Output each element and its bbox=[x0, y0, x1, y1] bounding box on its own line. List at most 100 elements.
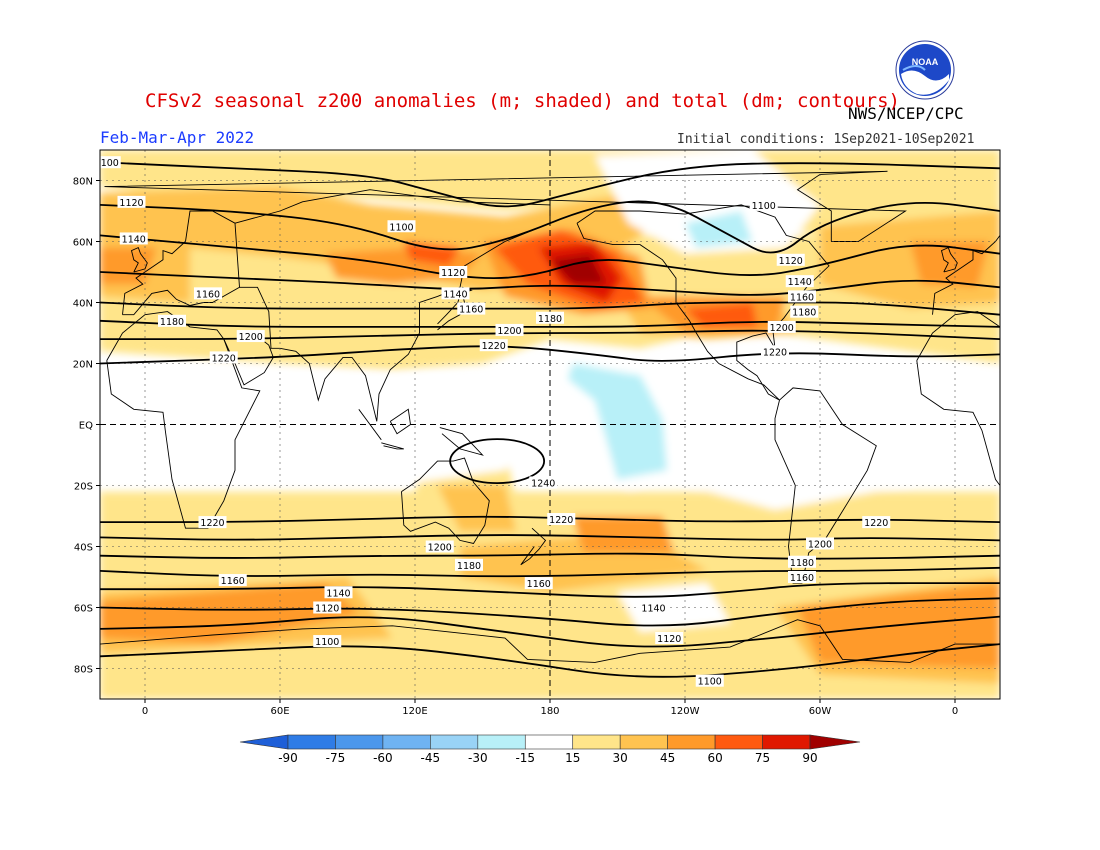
lat-tick-label: 20S bbox=[74, 482, 93, 493]
contour-label: 1180 bbox=[790, 305, 819, 319]
contour-label: 1200 bbox=[767, 320, 796, 334]
coastline bbox=[916, 360, 1000, 486]
coastline bbox=[122, 210, 240, 316]
contour-label: 1180 bbox=[455, 558, 483, 572]
contour-label: 1180 bbox=[158, 314, 186, 328]
svg-text:1160: 1160 bbox=[196, 289, 220, 300]
coastline bbox=[916, 311, 1000, 361]
colorbar-tick-label: -45 bbox=[421, 751, 441, 765]
coastlines bbox=[100, 170, 1000, 663]
svg-text:1100: 1100 bbox=[95, 158, 119, 169]
contour-label: 1220 bbox=[479, 339, 508, 352]
contour-label: 1140 bbox=[324, 586, 353, 599]
coastline bbox=[358, 409, 382, 441]
coastline bbox=[381, 442, 404, 450]
lat-tick-label: 40S bbox=[74, 543, 93, 554]
svg-text:1160: 1160 bbox=[527, 579, 551, 590]
svg-text:1200: 1200 bbox=[239, 332, 263, 343]
svg-text:1140: 1140 bbox=[326, 588, 350, 599]
colorbar-tick-label: 15 bbox=[565, 751, 580, 765]
initial-conditions: Initial conditions: 1Sep2021-10Sep2021 bbox=[677, 132, 975, 147]
lon-tick-label: 120W bbox=[671, 706, 700, 717]
svg-text:1200: 1200 bbox=[428, 543, 452, 554]
svg-text:1180: 1180 bbox=[457, 561, 481, 572]
contour-label: 1100 bbox=[95, 156, 121, 169]
anomaly-60-usa bbox=[685, 302, 757, 327]
colorbar-min-arrow bbox=[239, 734, 289, 750]
svg-text:1100: 1100 bbox=[752, 201, 776, 212]
logo-text: NOAA bbox=[912, 57, 939, 67]
svg-text:1120: 1120 bbox=[441, 268, 465, 279]
svg-text:1100: 1100 bbox=[698, 677, 722, 688]
contour-label: 1180 bbox=[536, 311, 564, 325]
svg-text:1120: 1120 bbox=[315, 604, 339, 615]
colorbar-tick-label: -15 bbox=[515, 751, 535, 765]
contour-line bbox=[100, 161, 1000, 208]
coastline bbox=[932, 235, 1000, 315]
contour-line bbox=[100, 582, 1000, 598]
lon-tick-label: 60E bbox=[270, 706, 289, 717]
colorbar-tick-label: 30 bbox=[613, 751, 628, 765]
colorbar-box bbox=[524, 734, 574, 750]
contour-label: 1180 bbox=[788, 555, 816, 569]
colorbar-tick-label: 90 bbox=[802, 751, 817, 765]
contour-line bbox=[100, 597, 1000, 627]
svg-text:1120: 1120 bbox=[657, 634, 681, 645]
contour-label: 1120 bbox=[439, 266, 468, 279]
contour-label: 1120 bbox=[655, 632, 684, 645]
coastline bbox=[106, 311, 261, 529]
anomaly-45-atl2 bbox=[910, 241, 989, 288]
colorbar-box bbox=[430, 734, 479, 750]
svg-text:1140: 1140 bbox=[641, 604, 665, 615]
contour-label: 1200 bbox=[425, 540, 454, 554]
svg-text:1200: 1200 bbox=[770, 323, 794, 334]
svg-text:1100: 1100 bbox=[315, 637, 339, 648]
contour-label: 1120 bbox=[313, 601, 342, 615]
anomaly-30-australia bbox=[437, 485, 517, 532]
anomaly-neutral-southpac bbox=[617, 583, 730, 632]
svg-text:1180: 1180 bbox=[538, 314, 562, 325]
colorbar-tick-label: -30 bbox=[468, 751, 488, 765]
colorbar-box bbox=[762, 734, 811, 750]
colorbar-tick-label: -75 bbox=[326, 751, 346, 765]
anomaly-60-asia bbox=[403, 241, 460, 266]
contour-line bbox=[100, 345, 1000, 365]
lat-tick-label: 20N bbox=[73, 360, 93, 371]
svg-text:1220: 1220 bbox=[200, 518, 224, 529]
svg-text:1220: 1220 bbox=[864, 518, 888, 529]
contour-label: 1220 bbox=[198, 516, 227, 529]
chart-title: CFSv2 seasonal z200 anomalies (m; shaded… bbox=[145, 90, 900, 112]
contour-line bbox=[100, 200, 1000, 254]
anomaly-45-south bbox=[100, 583, 359, 645]
svg-text:1200: 1200 bbox=[497, 326, 521, 337]
svg-text:1140: 1140 bbox=[122, 234, 146, 245]
contour-label: 1140 bbox=[119, 232, 148, 245]
lat-tick-label: 80N bbox=[73, 177, 93, 188]
coastline bbox=[576, 204, 830, 401]
contour-label: 1160 bbox=[218, 574, 247, 587]
anomaly-neg-pacific bbox=[568, 363, 667, 480]
svg-text:1100: 1100 bbox=[389, 222, 413, 233]
svg-text:1200: 1200 bbox=[808, 539, 832, 550]
contour-label: 1120 bbox=[776, 253, 805, 267]
lat-tick-label: 60N bbox=[73, 238, 93, 249]
forecast-period: Feb-Mar-Apr 2022 bbox=[100, 128, 255, 147]
contour-line bbox=[100, 301, 1000, 316]
contour-line bbox=[100, 271, 1000, 296]
colorbar-box bbox=[667, 734, 716, 750]
colorbar-box bbox=[477, 734, 526, 750]
colorbar-tick-label: -60 bbox=[373, 751, 393, 765]
contour-label: 1220 bbox=[209, 351, 238, 364]
colorbar-box bbox=[335, 734, 384, 750]
colorbar-tick-label: -90 bbox=[278, 751, 298, 765]
lon-tick-label: 0 bbox=[142, 706, 148, 717]
svg-text:1180: 1180 bbox=[792, 308, 816, 319]
contour-label: 1220 bbox=[862, 516, 891, 529]
contour-label: 1140 bbox=[441, 287, 470, 300]
contour-1240-loop bbox=[449, 438, 546, 485]
svg-text:1140: 1140 bbox=[788, 277, 812, 288]
coastline bbox=[439, 427, 484, 456]
svg-text:1240: 1240 bbox=[531, 478, 555, 489]
contour-label: 1100 bbox=[749, 198, 778, 212]
